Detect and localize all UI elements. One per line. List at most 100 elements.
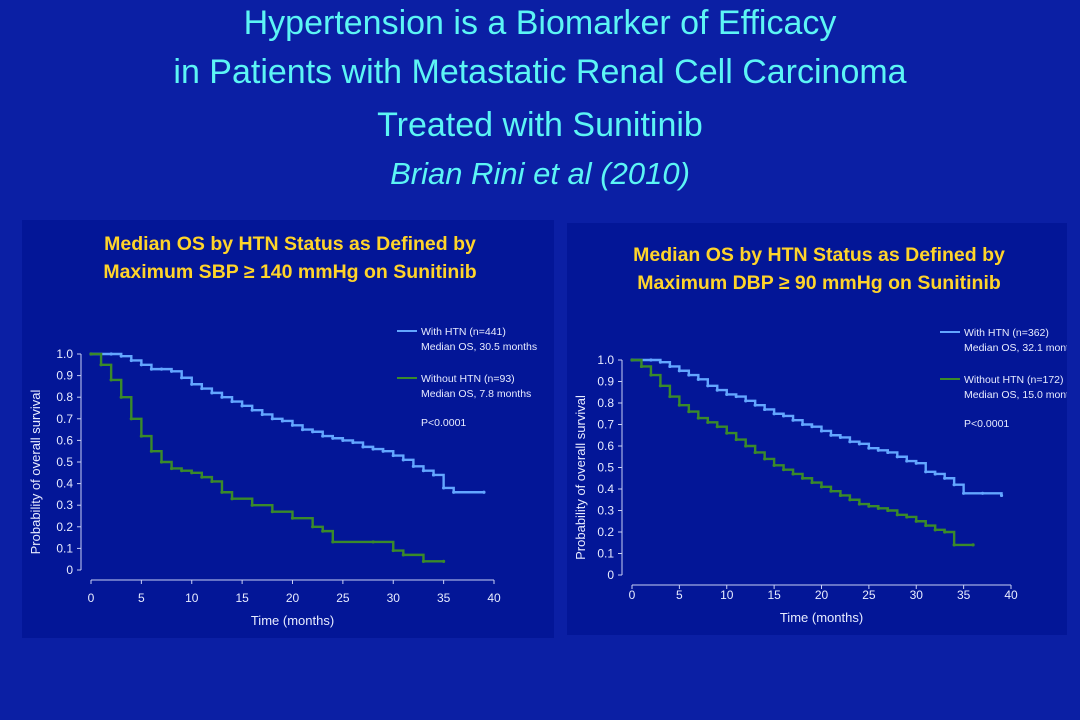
x-tick-label: 30 — [910, 588, 924, 602]
y-tick-label: 0.6 — [597, 439, 614, 453]
series-without-htn-point — [905, 515, 909, 519]
series-without-htn-point — [791, 472, 795, 476]
p-value-label: P<0.0001 — [964, 418, 1009, 430]
x-tick-label: 35 — [957, 588, 971, 602]
series-without-htn-point — [129, 417, 133, 421]
series-with-htn-point — [341, 438, 345, 442]
series-with-htn-point — [725, 392, 729, 396]
y-tick-label: 0.5 — [56, 455, 73, 469]
series-without-htn-point — [391, 548, 395, 553]
x-tick-label: 25 — [336, 591, 350, 605]
y-tick-label: 0.9 — [597, 375, 614, 389]
series-without-htn-point — [876, 506, 880, 510]
series-without-htn-line — [632, 358, 974, 547]
series-with-htn-point — [677, 369, 681, 373]
series-without-htn-point — [421, 559, 426, 563]
series-with-htn-point — [744, 399, 748, 403]
series-without-htn-point — [886, 508, 890, 513]
series-without-htn-point — [139, 434, 143, 438]
y-tick-label: 0.4 — [597, 482, 614, 496]
y-tick-label: 0.1 — [597, 547, 614, 561]
legend-entry-2-line-2: Median OS, 7.8 months — [421, 388, 531, 400]
series-with-htn-point — [867, 446, 871, 450]
x-tick-label: 10 — [720, 588, 734, 602]
series-with-htn-point — [270, 417, 274, 421]
series-without-htn-point — [210, 479, 214, 484]
series-without-htn-point — [442, 559, 446, 563]
km-chart-sbp: Median OS by HTN Status as Defined by Max… — [28, 233, 537, 628]
series-with-htn-point — [381, 449, 385, 453]
x-tick-label: 25 — [862, 588, 876, 602]
series-without-htn-point — [649, 373, 653, 377]
series-with-htn-point — [696, 377, 700, 381]
series-with-htn-point — [924, 470, 928, 474]
series-with-htn-line — [632, 358, 1003, 496]
series-with-htn-point — [190, 382, 194, 386]
series-with-htn-point — [180, 376, 184, 380]
series-without-htn-point — [290, 516, 295, 520]
series-with-htn-point — [351, 440, 355, 445]
series-without-htn-point — [782, 468, 786, 472]
x-tick-label: 20 — [815, 588, 829, 602]
p-value-label: P<0.0001 — [421, 417, 466, 429]
series-with-htn-point — [220, 395, 224, 399]
series-with-htn-point — [848, 440, 852, 444]
series-without-htn-point — [763, 457, 767, 461]
legend-entry-1-line-1: With HTN (n=362) — [964, 327, 1049, 339]
series-with-htn-point — [687, 373, 691, 377]
series-with-htn-point — [431, 473, 436, 477]
series-without-htn-point — [658, 384, 663, 388]
series-with-htn-point — [119, 354, 123, 358]
series-with-htn-point — [791, 418, 795, 422]
x-tick-label: 0 — [88, 591, 95, 605]
series-with-htn-point — [250, 408, 254, 412]
series-without-htn-point — [744, 444, 748, 448]
series-without-htn-point — [971, 543, 975, 547]
series-with-htn-point — [260, 412, 264, 417]
y-tick-label: 0 — [66, 563, 73, 577]
series-with-htn-point — [482, 490, 486, 494]
series-with-htn-point — [149, 367, 154, 371]
y-tick-label: 0.7 — [56, 412, 73, 426]
series-with-htn-point — [952, 483, 956, 487]
series-with-htn-point — [452, 490, 456, 494]
series-without-htn-point — [810, 480, 814, 485]
series-with-htn-point — [658, 360, 663, 364]
x-axis-label: Time (months) — [780, 610, 863, 625]
series-without-htn-point — [857, 502, 861, 506]
series-without-htn-point — [933, 528, 937, 532]
km-chart-sbp-panel: Median OS by HTN Status as Defined by Max… — [22, 220, 554, 638]
y-tick-label: 0.7 — [597, 418, 614, 432]
series-with-htn-point — [421, 469, 426, 473]
y-tick-label: 0.5 — [597, 461, 614, 475]
chart-title-line-2: Maximum SBP ≥ 140 mmHg on Sunitinib — [103, 261, 476, 283]
series-without-htn-point — [170, 466, 174, 471]
series-without-htn-line — [91, 352, 444, 563]
y-tick-label: 0.4 — [56, 477, 73, 491]
series-without-htn-point — [270, 510, 274, 514]
series-with-htn-point — [129, 358, 133, 363]
series-without-htn-point — [630, 358, 634, 362]
series-without-htn-point — [706, 420, 710, 424]
legend-entry-2-line-1: Without HTN (n=172) — [964, 374, 1064, 386]
x-tick-label: 20 — [286, 591, 300, 605]
series-with-htn-point — [838, 435, 843, 439]
y-tick-label: 0.8 — [56, 390, 73, 404]
x-tick-label: 30 — [387, 591, 401, 605]
legend-entry-1-line-2: Median OS, 32.1 months — [964, 342, 1067, 354]
km-chart-dbp-panel: Median OS by HTN Status as Defined by Max… — [567, 223, 1067, 635]
chart-title-line-1: Median OS by HTN Status as Defined by — [104, 233, 476, 255]
series-without-htn-point — [677, 403, 681, 407]
series-with-htn-point — [280, 419, 285, 423]
series-without-htn-point — [715, 425, 719, 429]
series-with-htn-point — [734, 394, 738, 399]
series-without-htn-point — [311, 525, 315, 529]
series-with-htn-point — [886, 450, 890, 455]
series-with-htn-point — [810, 425, 814, 429]
series-without-htn-point — [829, 489, 833, 493]
series-without-htn-point — [734, 437, 738, 442]
x-axis-label: Time (months) — [251, 613, 334, 628]
series-with-htn-point — [999, 493, 1004, 498]
x-tick-label: 0 — [629, 588, 636, 602]
series-with-htn-point — [109, 352, 113, 356]
